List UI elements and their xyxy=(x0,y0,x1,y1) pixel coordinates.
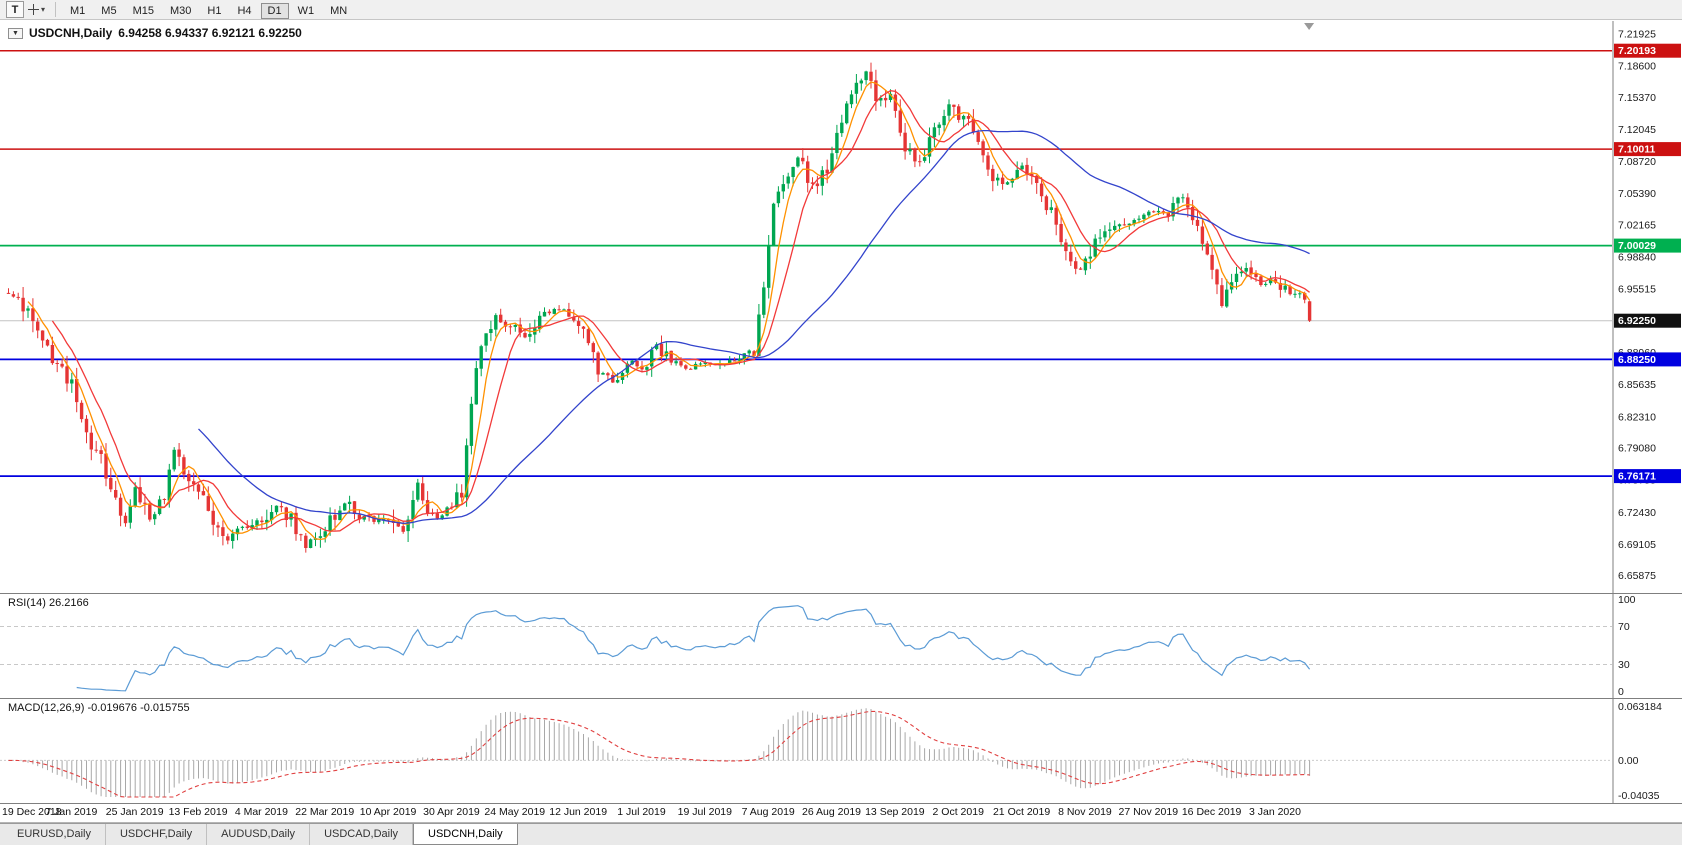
svg-text:7.20193: 7.20193 xyxy=(1618,45,1656,57)
text-tool-button[interactable]: T xyxy=(6,1,24,18)
timeframe-m15-button[interactable]: M15 xyxy=(126,3,161,19)
svg-text:6.69105: 6.69105 xyxy=(1618,539,1656,551)
chart-tab-usdcnh[interactable]: USDCNH,Daily xyxy=(413,824,518,845)
price-tag: 7.10011 xyxy=(1614,142,1681,157)
x-axis-label: 27 Nov 2019 xyxy=(1118,806,1179,818)
x-axis-label: 1 Jul 2019 xyxy=(617,806,666,818)
svg-text:6.88250: 6.88250 xyxy=(1618,354,1656,366)
svg-text:7.10011: 7.10011 xyxy=(1618,144,1656,156)
x-axis-label: 19 Dec 2018 xyxy=(2,806,62,818)
svg-text:0.00: 0.00 xyxy=(1618,755,1639,767)
moving-average-lines xyxy=(27,81,1311,541)
x-axis-label: 30 Apr 2019 xyxy=(423,806,480,818)
collapse-triangle-icon[interactable]: ▼ xyxy=(8,27,23,39)
svg-text:30: 30 xyxy=(1618,659,1630,671)
x-axis-label: 10 Apr 2019 xyxy=(359,806,417,818)
timeframe-m1-button[interactable]: M1 xyxy=(63,3,92,19)
chart-symbol-label: USDCNH,Daily xyxy=(28,26,113,40)
svg-text:-0.04035: -0.04035 xyxy=(1618,790,1660,802)
x-axis-label: 7 Jan 2019 xyxy=(45,806,98,818)
svg-text:7.02165: 7.02165 xyxy=(1618,219,1656,231)
x-axis-label: 21 Oct 2019 xyxy=(992,806,1051,818)
svg-text:7.12045: 7.12045 xyxy=(1618,124,1656,136)
svg-text:6.85635: 6.85635 xyxy=(1618,379,1656,391)
x-axis-label: 26 Aug 2019 xyxy=(802,806,862,818)
macd-canvas[interactable]: 0.063184 0.00 -0.04035 xyxy=(0,699,1682,803)
x-axis-label: 19 Jul 2019 xyxy=(677,806,732,818)
svg-text:6.65875: 6.65875 xyxy=(1618,570,1656,582)
svg-text:6.98840: 6.98840 xyxy=(1618,252,1656,264)
x-axis-label: 7 Aug 2019 xyxy=(741,806,795,818)
crosshair-icon xyxy=(28,4,39,15)
price-tag: 6.76171 xyxy=(1614,469,1681,484)
price-tag: 6.92250 xyxy=(1614,313,1681,328)
svg-text:7.15370: 7.15370 xyxy=(1618,92,1656,104)
svg-text:6.79080: 6.79080 xyxy=(1618,443,1656,455)
x-axis-label: 22 Mar 2019 xyxy=(295,806,355,818)
timeframe-m5-button[interactable]: M5 xyxy=(94,3,123,19)
candles xyxy=(6,62,1312,553)
svg-text:6.72430: 6.72430 xyxy=(1618,507,1656,519)
x-axis-label: 2 Oct 2019 xyxy=(932,806,984,818)
timeframe-group: M1 M5 M15 M30 H1 H4 D1 W1 MN xyxy=(62,1,355,19)
timeframe-d1-button[interactable]: D1 xyxy=(260,2,289,19)
chart-tab-bar: EURUSD,Daily USDCHF,Daily AUDUSD,Daily USDC… xyxy=(0,823,1682,845)
x-axis-label: 13 Feb 2019 xyxy=(168,806,228,818)
macd-label: MACD(12,26,9) -0.019676 -0.015755 xyxy=(8,702,190,714)
svg-text:0.063184: 0.063184 xyxy=(1618,701,1662,713)
chevron-down-icon: ▾ xyxy=(41,5,46,14)
svg-text:100: 100 xyxy=(1618,594,1636,606)
crosshair-tool-button[interactable]: ▾ xyxy=(24,1,49,18)
svg-text:7.00029: 7.00029 xyxy=(1618,240,1656,252)
toolbar-separator xyxy=(55,2,57,17)
main-chart-panel: 7.21925 7.18600 7.15370 7.12045 7.08720 7.053… xyxy=(0,21,1682,594)
timeframe-w1-button[interactable]: W1 xyxy=(291,3,322,19)
timeframe-m30-button[interactable]: M30 xyxy=(163,3,198,19)
svg-text:0: 0 xyxy=(1618,686,1624,698)
x-axis-label: 8 Nov 2019 xyxy=(1058,806,1112,818)
x-axis-label: 13 Sep 2019 xyxy=(865,806,925,818)
chart-tab-usdchf[interactable]: USDCHF,Daily xyxy=(106,824,208,845)
svg-text:6.92250: 6.92250 xyxy=(1618,315,1656,327)
svg-text:70: 70 xyxy=(1618,621,1630,633)
macd-signal-line xyxy=(8,710,1310,798)
chart-tab-eurusd[interactable]: EURUSD,Daily xyxy=(3,824,106,845)
timeframe-h1-button[interactable]: H1 xyxy=(200,3,228,19)
svg-text:7.18600: 7.18600 xyxy=(1618,61,1656,73)
svg-text:7.08720: 7.08720 xyxy=(1618,156,1656,168)
rsi-indicator-panel: 100 70 30 0 RSI(14) 26.2166 xyxy=(0,594,1682,699)
rsi-line xyxy=(76,605,1311,692)
top-toolbar: T ▾ M1 M5 M15 M30 H1 H4 D1 W1 MN xyxy=(0,0,1682,20)
chart-title: ▼ USDCNH,Daily 6.94258 6.94337 6.92121 6… xyxy=(8,26,302,40)
price-tag: 7.00029 xyxy=(1614,238,1681,253)
price-chart-canvas[interactable]: 7.21925 7.18600 7.15370 7.12045 7.08720 7.053… xyxy=(0,21,1682,593)
svg-text:7.21925: 7.21925 xyxy=(1618,28,1656,40)
price-tag: 6.88250 xyxy=(1614,352,1681,367)
chart-tab-audusd[interactable]: AUDUSD,Daily xyxy=(207,824,311,845)
svg-text:6.95515: 6.95515 xyxy=(1618,284,1656,296)
timeframe-mn-button[interactable]: MN xyxy=(323,3,354,19)
chart-tab-usdcad[interactable]: USDCAD,Daily xyxy=(310,824,414,845)
time-axis[interactable]: 19 Dec 2018 7 Jan 2019 25 Jan 2019 13 Feb 2… xyxy=(0,804,1682,823)
x-axis-label: 3 Jan 2020 xyxy=(1248,806,1301,818)
x-axis-label: 4 Mar 2019 xyxy=(234,806,288,818)
x-axis-label: 16 Dec 2019 xyxy=(1181,806,1242,818)
x-axis-label: 12 Jun 2019 xyxy=(549,806,608,818)
x-axis-label: 25 Jan 2019 xyxy=(105,806,164,818)
price-tag: 7.20193 xyxy=(1614,43,1681,58)
rsi-label: RSI(14) 26.2166 xyxy=(8,597,89,609)
chart-shift-marker xyxy=(1304,23,1315,30)
macd-indicator-panel: 0.063184 0.00 -0.04035 MACD(12,26,9) -0.01… xyxy=(0,699,1682,804)
x-axis-label: 24 May 2019 xyxy=(484,806,546,818)
timeframe-h4-button[interactable]: H4 xyxy=(230,3,258,19)
svg-text:6.82310: 6.82310 xyxy=(1618,411,1656,423)
svg-text:7.05390: 7.05390 xyxy=(1618,188,1656,200)
rsi-canvas[interactable]: 100 70 30 0 xyxy=(0,594,1682,698)
chart-ohlc-values: 6.94258 6.94337 6.92121 6.92250 xyxy=(118,26,302,40)
svg-text:6.76171: 6.76171 xyxy=(1618,471,1656,483)
